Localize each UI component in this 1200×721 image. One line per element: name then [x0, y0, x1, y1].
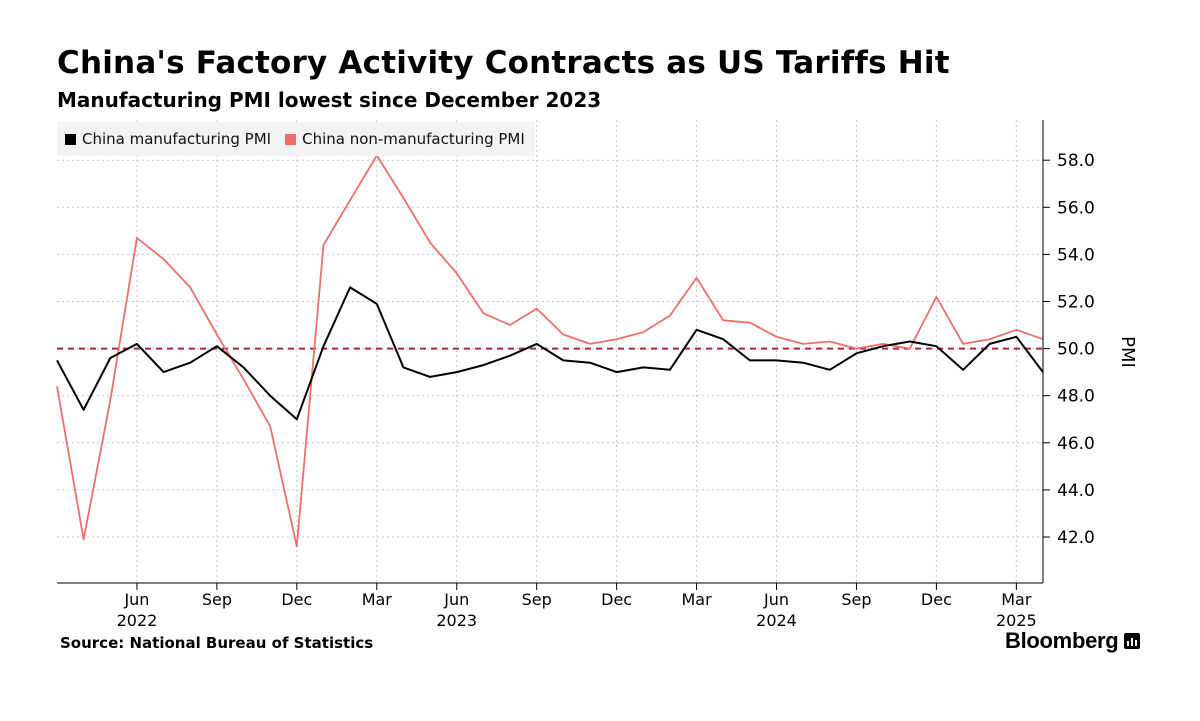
x-tick-label: Mar — [681, 590, 712, 609]
legend-label-manufacturing: China manufacturing PMI — [82, 130, 272, 148]
y-tick-label: 44.0 — [1057, 481, 1095, 501]
x-tick-label: Sep — [522, 590, 552, 609]
x-tick-label: Jun — [763, 590, 789, 609]
chart-title: China's Factory Activity Contracts as US… — [57, 45, 950, 81]
x-tick-label: Dec — [921, 590, 952, 609]
series-line-non-manufacturing — [56, 154, 1044, 548]
y-tick-label: 54.0 — [1057, 245, 1095, 265]
y-tick-label: 46.0 — [1057, 434, 1095, 454]
legend: China manufacturing PMI China non-manufa… — [57, 122, 535, 156]
legend-item-manufacturing: China manufacturing PMI — [65, 130, 271, 148]
legend-swatch-non-manufacturing — [285, 133, 297, 145]
y-tick-label: 48.0 — [1057, 387, 1095, 407]
y-tick-label: 58.0 — [1057, 151, 1095, 171]
source-note: Source: National Bureau of Statistics — [60, 634, 374, 652]
x-year-label: 2025 — [996, 611, 1037, 630]
series-line-manufacturing — [56, 286, 1044, 421]
series-layer — [56, 154, 1044, 548]
chart-subtitle: Manufacturing PMI lowest since December … — [57, 88, 602, 112]
legend-item-non-manufacturing: China non-manufacturing PMI — [285, 130, 525, 148]
x-tick-label: Dec — [601, 590, 632, 609]
x-tick-label: Mar — [362, 590, 393, 609]
y-tick-label: 52.0 — [1057, 293, 1095, 313]
axes: 42.0 44.0 46.0 48.0 50.0 52.0 54.0 56.0 58.0 Jun S… — [57, 120, 1138, 630]
grid — [57, 120, 1043, 583]
x-year-label: 2023 — [436, 611, 477, 630]
y-tick-label: 50.0 — [1057, 340, 1095, 360]
legend-label-non-manufacturing: China non-manufacturing PMI — [302, 130, 525, 148]
brand-name: Bloomberg — [1005, 628, 1119, 653]
bloomberg-terminal-icon — [1124, 633, 1141, 649]
x-tick-label: Sep — [202, 590, 232, 609]
y-tick-label: 42.0 — [1057, 528, 1095, 548]
x-tick-label: Jun — [123, 590, 149, 609]
x-year-label: 2024 — [756, 611, 797, 630]
legend-swatch-manufacturing — [65, 133, 76, 145]
x-year-label: 2022 — [117, 611, 158, 630]
x-tick-label: Sep — [841, 590, 871, 609]
x-tick-label: Mar — [1001, 590, 1032, 609]
bloomberg-logo: Bloomberg — [1005, 628, 1141, 654]
y-tick-label: 56.0 — [1057, 198, 1095, 218]
y-axis-title: PMI — [1117, 336, 1138, 368]
x-tick-label: Jun — [443, 590, 469, 609]
x-tick-label: Dec — [281, 590, 312, 609]
